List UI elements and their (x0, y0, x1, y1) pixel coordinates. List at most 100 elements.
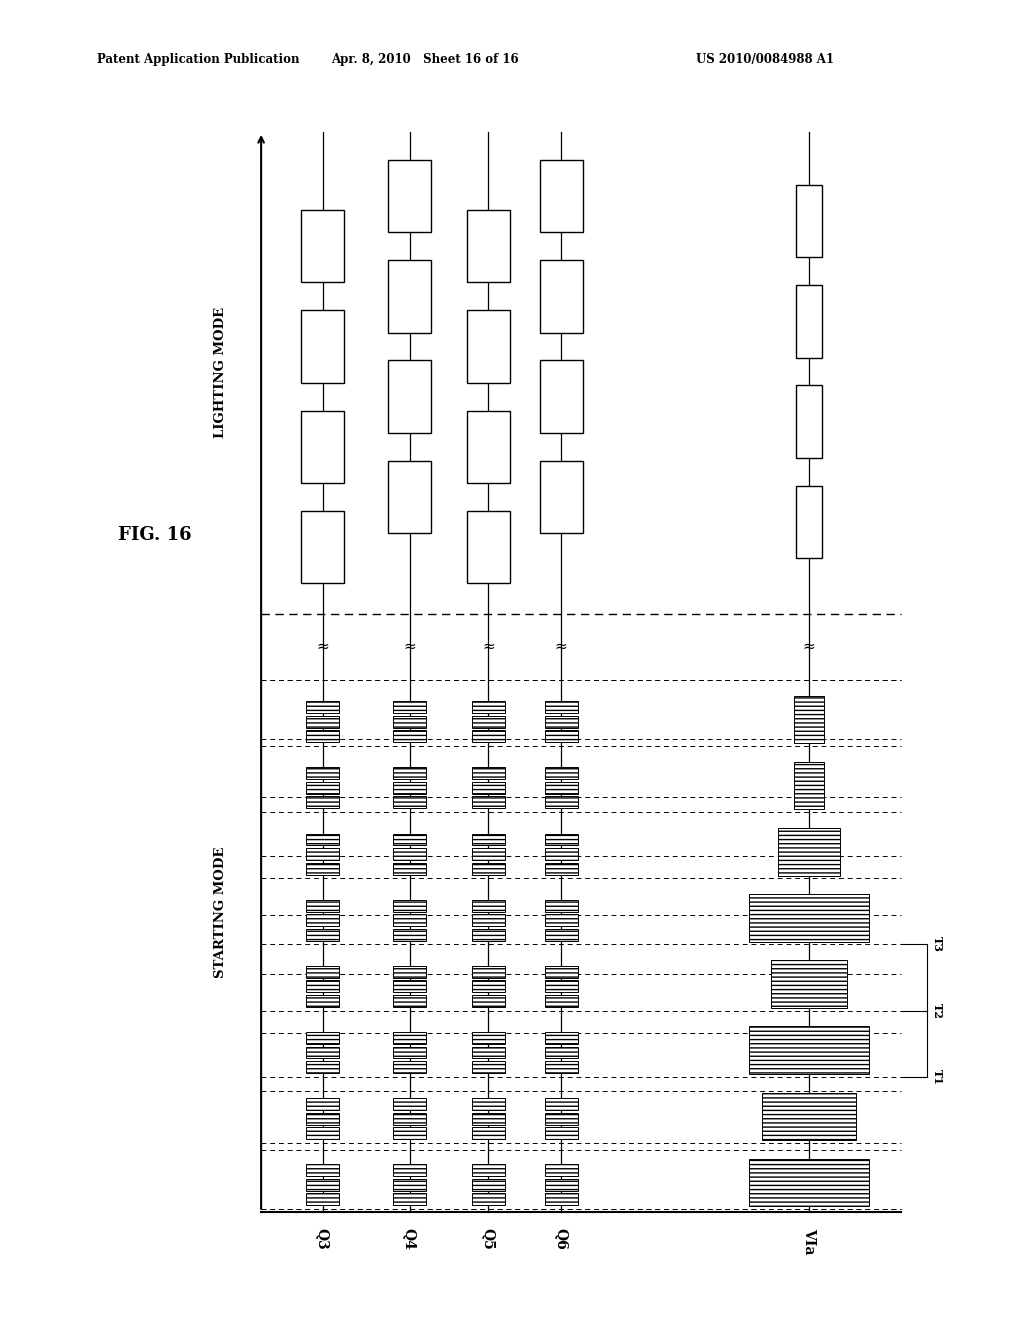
Bar (762, 1093, 856, 1140)
Bar (472, 900, 505, 912)
Bar (306, 1032, 339, 1044)
Bar (306, 929, 339, 941)
Text: Q4: Q4 (402, 1228, 417, 1250)
Bar (472, 981, 505, 993)
Bar (306, 715, 339, 727)
Bar (472, 1193, 505, 1205)
Bar (306, 1193, 339, 1205)
Bar (545, 1061, 578, 1073)
Text: Q3: Q3 (315, 1228, 330, 1249)
Bar (472, 1047, 505, 1059)
Bar (545, 995, 578, 1007)
Bar (749, 894, 869, 941)
Bar (545, 847, 578, 859)
Bar (306, 966, 339, 978)
Bar (545, 915, 578, 927)
Bar (393, 862, 426, 875)
Bar (306, 1113, 339, 1125)
Bar (301, 310, 344, 383)
Bar (388, 160, 431, 232)
Bar (388, 260, 431, 333)
Bar (467, 210, 510, 282)
Bar (306, 1164, 339, 1176)
Bar (545, 730, 578, 742)
Bar (306, 862, 339, 875)
Bar (472, 781, 505, 793)
Bar (393, 1047, 426, 1059)
Bar (545, 715, 578, 727)
Bar (545, 1032, 578, 1044)
Bar (472, 715, 505, 727)
Bar (306, 730, 339, 742)
Bar (540, 360, 583, 433)
Text: Q6: Q6 (554, 1228, 568, 1249)
Bar (393, 1193, 426, 1205)
Bar (796, 185, 822, 257)
Bar (306, 900, 339, 912)
Bar (472, 1164, 505, 1176)
Bar (545, 833, 578, 845)
Bar (306, 1098, 339, 1110)
Bar (393, 1113, 426, 1125)
Bar (472, 847, 505, 859)
Bar (540, 461, 583, 533)
Bar (472, 796, 505, 808)
Bar (306, 995, 339, 1007)
Bar (301, 411, 344, 483)
Bar (796, 385, 822, 458)
Text: FIG. 16: FIG. 16 (118, 525, 191, 544)
Text: T3: T3 (932, 936, 943, 953)
Bar (545, 981, 578, 993)
Bar (306, 833, 339, 845)
Bar (472, 833, 505, 845)
Bar (545, 1193, 578, 1205)
Bar (388, 461, 431, 533)
Bar (545, 966, 578, 978)
Bar (393, 1164, 426, 1176)
Bar (393, 966, 426, 978)
Bar (393, 1061, 426, 1073)
Bar (796, 285, 822, 358)
Bar (472, 1127, 505, 1139)
Text: ≈: ≈ (555, 639, 567, 655)
Bar (794, 762, 824, 809)
Bar (472, 1179, 505, 1191)
Bar (393, 781, 426, 793)
Bar (545, 1113, 578, 1125)
Bar (771, 960, 848, 1008)
Bar (467, 511, 510, 583)
Bar (306, 701, 339, 713)
Bar (393, 915, 426, 927)
Bar (467, 411, 510, 483)
Bar (306, 847, 339, 859)
Bar (393, 1179, 426, 1191)
Bar (306, 781, 339, 793)
Bar (794, 696, 824, 743)
Text: Q5: Q5 (481, 1228, 496, 1249)
Bar (393, 900, 426, 912)
Bar (472, 995, 505, 1007)
Bar (540, 260, 583, 333)
Bar (545, 796, 578, 808)
Bar (388, 360, 431, 433)
Bar (796, 486, 822, 558)
Bar (545, 900, 578, 912)
Bar (545, 767, 578, 779)
Bar (393, 1127, 426, 1139)
Text: ≈: ≈ (803, 639, 815, 655)
Bar (545, 701, 578, 713)
Bar (749, 1027, 869, 1074)
Bar (545, 929, 578, 941)
Bar (393, 715, 426, 727)
Bar (301, 210, 344, 282)
Text: Patent Application Publication: Patent Application Publication (97, 53, 300, 66)
Bar (393, 701, 426, 713)
Bar (472, 1032, 505, 1044)
Bar (306, 915, 339, 927)
Bar (306, 1061, 339, 1073)
Bar (393, 730, 426, 742)
Bar (472, 701, 505, 713)
Bar (393, 995, 426, 1007)
Bar (393, 1098, 426, 1110)
Bar (472, 966, 505, 978)
